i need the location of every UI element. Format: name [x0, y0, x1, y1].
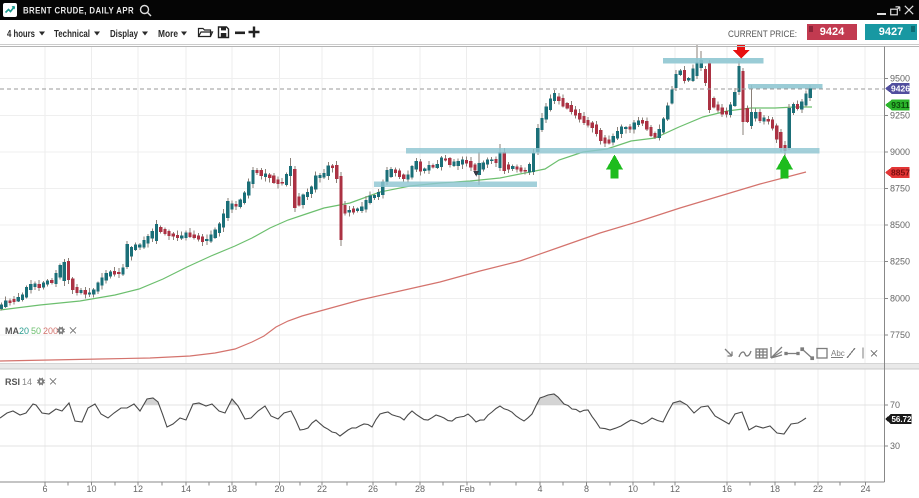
- svg-text:8250: 8250: [890, 257, 910, 267]
- svg-text:18: 18: [770, 484, 780, 494]
- svg-text:9000: 9000: [890, 147, 910, 157]
- svg-text:18: 18: [227, 484, 237, 494]
- svg-text:Technical: Technical: [54, 28, 90, 40]
- svg-text:10: 10: [86, 484, 96, 494]
- svg-text:200: 200: [43, 326, 58, 336]
- svg-text:8857: 8857: [891, 168, 910, 178]
- svg-text:28: 28: [415, 484, 425, 494]
- svg-text:22: 22: [813, 484, 823, 494]
- svg-text:9311: 9311: [891, 100, 910, 110]
- svg-text:BRENT CRUDE, DAILY APR: BRENT CRUDE, DAILY APR: [23, 6, 134, 17]
- svg-text:56.72: 56.72: [891, 415, 912, 424]
- svg-text:24: 24: [860, 484, 870, 494]
- svg-text:30: 30: [890, 441, 900, 451]
- svg-text:4 hours: 4 hours: [7, 28, 35, 40]
- svg-text:6: 6: [42, 484, 47, 494]
- svg-text:8750: 8750: [890, 184, 910, 194]
- svg-text:12: 12: [670, 484, 680, 494]
- svg-text:Display: Display: [110, 28, 138, 40]
- svg-text:20: 20: [19, 326, 29, 336]
- svg-text:70: 70: [890, 400, 900, 410]
- svg-text:8500: 8500: [890, 220, 910, 230]
- svg-text:16: 16: [722, 484, 732, 494]
- svg-text:14: 14: [181, 484, 191, 494]
- svg-text:9500: 9500: [890, 74, 910, 84]
- svg-text:More: More: [158, 28, 178, 40]
- svg-text:9426: 9426: [891, 84, 910, 94]
- svg-text:20: 20: [274, 484, 284, 494]
- svg-text:10: 10: [628, 484, 638, 494]
- svg-text:14: 14: [22, 377, 32, 387]
- svg-text:50: 50: [31, 326, 41, 336]
- svg-text:Feb: Feb: [459, 484, 475, 494]
- svg-text:7750: 7750: [890, 330, 910, 340]
- svg-text:22: 22: [317, 484, 327, 494]
- svg-text:RSI: RSI: [5, 377, 20, 387]
- svg-text:MA: MA: [5, 326, 19, 336]
- svg-text:8: 8: [584, 484, 589, 494]
- svg-text:4: 4: [537, 484, 542, 494]
- svg-text:8000: 8000: [890, 293, 910, 303]
- svg-text:12: 12: [133, 484, 143, 494]
- svg-text:26: 26: [368, 484, 378, 494]
- svg-text:9250: 9250: [890, 110, 910, 120]
- svg-text:Abc: Abc: [831, 349, 845, 358]
- svg-text:CURRENT PRICE:: CURRENT PRICE:: [728, 29, 797, 39]
